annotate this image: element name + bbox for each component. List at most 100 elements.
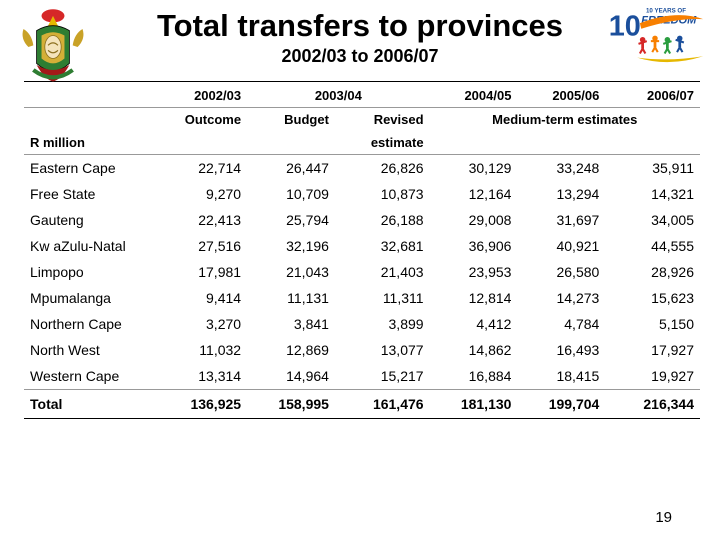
- cell-value: 17,927: [605, 337, 700, 363]
- row-label: Gauteng: [24, 207, 159, 233]
- cell-value: 14,964: [247, 363, 335, 390]
- row-label: Free State: [24, 181, 159, 207]
- total-value: 199,704: [517, 390, 605, 419]
- labels-row-1: Outcome Budget Revised Medium-term estim…: [24, 108, 700, 132]
- total-row: Total136,925158,995161,476181,130199,704…: [24, 390, 700, 419]
- total-value: 158,995: [247, 390, 335, 419]
- table-row: Limpopo17,98121,04321,40323,95326,58028,…: [24, 259, 700, 285]
- cell-value: 40,921: [517, 233, 605, 259]
- year-2005-06: 2005/06: [517, 82, 605, 108]
- row-label: Western Cape: [24, 363, 159, 390]
- year-2002-03: 2002/03: [159, 82, 247, 108]
- header-blank-6: [517, 131, 605, 155]
- cell-value: 22,413: [159, 207, 247, 233]
- cell-value: 21,403: [335, 259, 430, 285]
- header-blank-4: [247, 131, 335, 155]
- cell-value: 13,314: [159, 363, 247, 390]
- table-row: Gauteng22,41325,79426,18829,00831,69734,…: [24, 207, 700, 233]
- cell-value: 14,321: [605, 181, 700, 207]
- cell-value: 4,784: [517, 311, 605, 337]
- cell-value: 3,841: [247, 311, 335, 337]
- cell-value: 9,414: [159, 285, 247, 311]
- cell-value: 33,248: [517, 155, 605, 182]
- cell-value: 13,077: [335, 337, 430, 363]
- total-label: Total: [24, 390, 159, 419]
- cell-value: 17,981: [159, 259, 247, 285]
- cell-value: 27,516: [159, 233, 247, 259]
- cell-value: 34,005: [605, 207, 700, 233]
- sa-coat-of-arms-icon: [12, 6, 94, 88]
- row-label: Kw aZulu-Natal: [24, 233, 159, 259]
- ten-years-freedom-icon: 10 YEARS OF FREEDOM 10: [600, 2, 710, 72]
- total-value: 136,925: [159, 390, 247, 419]
- transfers-table: 2002/03 2003/04 2004/05 2005/06 2006/07 …: [24, 81, 700, 419]
- cell-value: 22,714: [159, 155, 247, 182]
- cell-value: 15,623: [605, 285, 700, 311]
- cell-value: 35,911: [605, 155, 700, 182]
- table-row: Mpumalanga9,41411,13111,31112,81414,2731…: [24, 285, 700, 311]
- year-2003-04: 2003/04: [247, 82, 430, 108]
- col-outcome: Outcome: [159, 108, 247, 132]
- cell-value: 14,862: [430, 337, 518, 363]
- cell-value: 11,032: [159, 337, 247, 363]
- cell-value: 11,311: [335, 285, 430, 311]
- cell-value: 11,131: [247, 285, 335, 311]
- labels-row-2: R million estimate: [24, 131, 700, 155]
- cell-value: 29,008: [430, 207, 518, 233]
- cell-value: 26,580: [517, 259, 605, 285]
- header-blank-2: [24, 108, 159, 132]
- total-value: 161,476: [335, 390, 430, 419]
- table-body: Eastern Cape22,71426,44726,82630,12933,2…: [24, 155, 700, 419]
- total-value: 181,130: [430, 390, 518, 419]
- cell-value: 19,927: [605, 363, 700, 390]
- cell-value: 30,129: [430, 155, 518, 182]
- cell-value: 5,150: [605, 311, 700, 337]
- col-revised: Revised: [335, 108, 430, 132]
- row-label: Limpopo: [24, 259, 159, 285]
- cell-value: 15,217: [335, 363, 430, 390]
- table-row: Free State9,27010,70910,87312,16413,2941…: [24, 181, 700, 207]
- table-row: Western Cape13,31414,96415,21716,88418,4…: [24, 363, 700, 390]
- cell-value: 3,270: [159, 311, 247, 337]
- cell-value: 4,412: [430, 311, 518, 337]
- col-mte: Medium-term estimates: [430, 108, 700, 132]
- cell-value: 10,709: [247, 181, 335, 207]
- cell-value: 12,869: [247, 337, 335, 363]
- table-row: Kw aZulu-Natal27,51632,19632,68136,90640…: [24, 233, 700, 259]
- cell-value: 12,164: [430, 181, 518, 207]
- cell-value: 18,415: [517, 363, 605, 390]
- cell-value: 44,555: [605, 233, 700, 259]
- col-budget: Budget: [247, 108, 335, 132]
- row-label: North West: [24, 337, 159, 363]
- row-label: Eastern Cape: [24, 155, 159, 182]
- table-row: Eastern Cape22,71426,44726,82630,12933,2…: [24, 155, 700, 182]
- logo-caption-top: 10 YEARS OF: [646, 7, 686, 14]
- cell-value: 36,906: [430, 233, 518, 259]
- row-label: Northern Cape: [24, 311, 159, 337]
- page-number: 19: [655, 509, 672, 526]
- header-blank-3: [159, 131, 247, 155]
- year-2004-05: 2004/05: [430, 82, 518, 108]
- cell-value: 26,188: [335, 207, 430, 233]
- cell-value: 12,814: [430, 285, 518, 311]
- header-blank-5: [430, 131, 518, 155]
- col-revised-2: estimate: [335, 131, 430, 155]
- cell-value: 9,270: [159, 181, 247, 207]
- cell-value: 32,681: [335, 233, 430, 259]
- table-row: North West11,03212,86913,07714,86216,493…: [24, 337, 700, 363]
- cell-value: 25,794: [247, 207, 335, 233]
- cell-value: 16,884: [430, 363, 518, 390]
- cell-value: 13,294: [517, 181, 605, 207]
- header-blank-7: [605, 131, 700, 155]
- cell-value: 14,273: [517, 285, 605, 311]
- row-label: Mpumalanga: [24, 285, 159, 311]
- cell-value: 3,899: [335, 311, 430, 337]
- total-value: 216,344: [605, 390, 700, 419]
- table-header: 2002/03 2003/04 2004/05 2005/06 2006/07 …: [24, 82, 700, 155]
- cell-value: 21,043: [247, 259, 335, 285]
- cell-value: 10,873: [335, 181, 430, 207]
- row-header-label: R million: [24, 131, 159, 155]
- cell-value: 26,447: [247, 155, 335, 182]
- transfers-table-wrap: 2002/03 2003/04 2004/05 2005/06 2006/07 …: [24, 81, 700, 419]
- cell-value: 23,953: [430, 259, 518, 285]
